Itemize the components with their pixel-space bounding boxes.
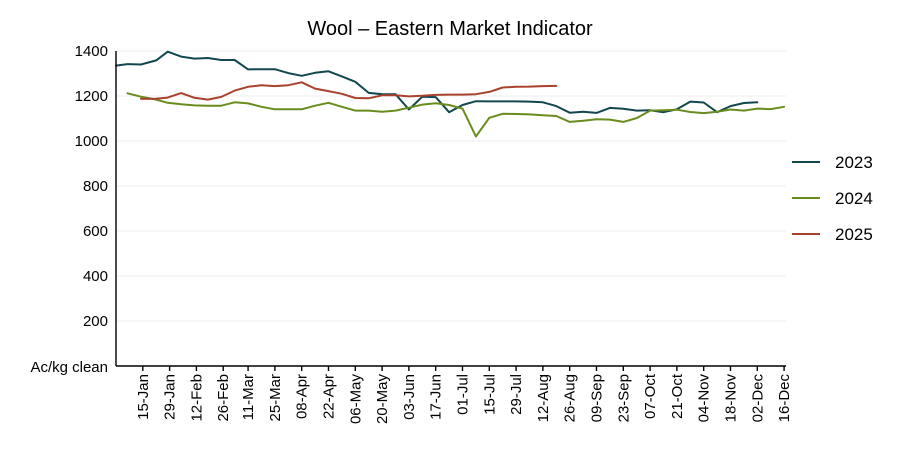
x-tick-labels: 15-Jan 29-Jan 12-Feb 26-Feb 11-Mar 25-Mar 08-A… — [135, 366, 793, 424]
x-tick-label: 04-Nov — [696, 374, 713, 423]
y-tick-label: 1000 — [75, 133, 108, 150]
x-tick-label: 23-Sep — [615, 374, 632, 422]
x-tick-label: 26-Feb — [215, 374, 232, 422]
x-tick-label: 18-Nov — [722, 374, 739, 423]
x-tick-label: 02-Dec — [749, 374, 766, 423]
grid — [116, 50, 786, 322]
legend-label-2025: 2025 — [835, 225, 873, 244]
x-tick-label: 26-Aug — [562, 374, 579, 422]
y-axis-label: Ac/kg clean — [30, 359, 108, 376]
series-line-2024 — [126, 92, 786, 138]
x-tick-label: 06-May — [347, 374, 364, 425]
y-tick-label: 400 — [83, 268, 108, 285]
y-tick-label: 800 — [83, 178, 108, 195]
series-layer — [115, 50, 786, 138]
x-tick-label: 15-Jul — [481, 374, 498, 415]
x-tick-label: 12-Feb — [188, 374, 205, 422]
x-tick-label: 01-Jul — [454, 374, 471, 415]
x-tick-label: 11-Mar — [240, 374, 257, 420]
x-tick-label: 12-Aug — [535, 374, 552, 422]
x-tick-label: 29-Jan — [162, 374, 179, 420]
y-tick-label: 600 — [83, 223, 108, 240]
x-tick-label: 25-Mar — [267, 374, 284, 422]
axes — [115, 51, 786, 367]
y-tick-label: 1400 — [75, 43, 108, 60]
x-tick-label: 16-Dec — [776, 374, 793, 423]
legend: 2023 2024 2025 — [792, 153, 873, 244]
y-tick-labels: 200 400 600 800 1000 1200 1400 — [75, 43, 108, 330]
y-tick-label: 200 — [83, 313, 108, 330]
x-tick-label: 07-Oct — [642, 373, 659, 419]
x-tick-label: 22-Apr — [320, 374, 337, 419]
x-tick-label: 29-Jul — [508, 374, 525, 415]
x-tick-label: 08-Apr — [294, 374, 311, 419]
x-tick-label: 15-Jan — [135, 374, 152, 420]
x-tick-label: 21-Oct — [669, 373, 686, 419]
x-tick-label: 09-Sep — [588, 374, 605, 422]
chart-title: Wool – Eastern Market Indicator — [307, 18, 593, 40]
series-line-2025 — [139, 81, 558, 101]
y-tick-label: 1200 — [75, 88, 108, 105]
x-tick-label: 17-Jun — [428, 374, 445, 420]
legend-label-2024: 2024 — [835, 189, 873, 208]
x-tick-label: 03-Jun — [401, 374, 418, 420]
x-tick-label: 20-May — [374, 374, 391, 425]
legend-label-2023: 2023 — [835, 153, 873, 172]
